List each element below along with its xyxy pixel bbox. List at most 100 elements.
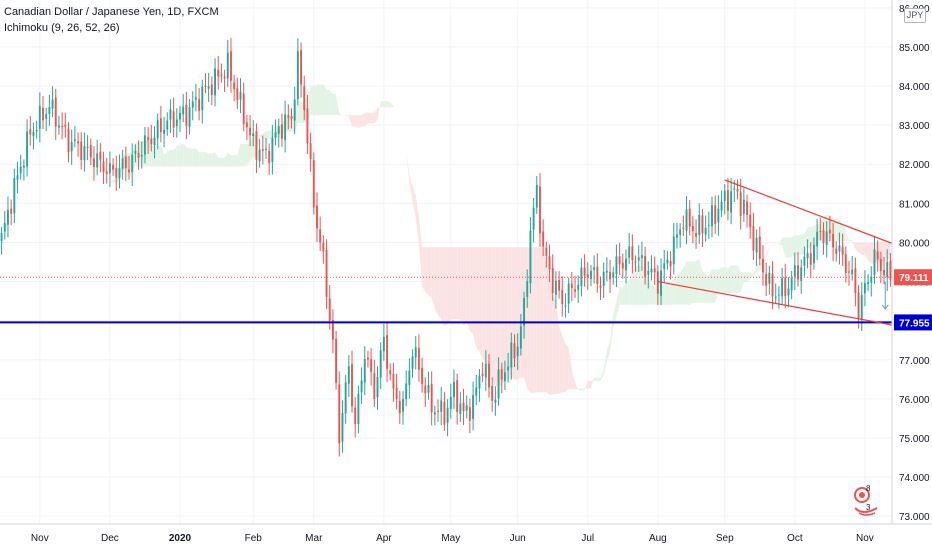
candle-body bbox=[370, 359, 373, 372]
price-axis[interactable]: 73.00074.00075.00076.00077.00078.00079.0… bbox=[891, 0, 932, 550]
candle-body bbox=[726, 190, 729, 211]
candle-body bbox=[822, 230, 825, 244]
candle-body bbox=[656, 271, 659, 294]
cloud-segment bbox=[460, 247, 464, 326]
candle-body bbox=[96, 153, 99, 168]
cloud-segment bbox=[810, 225, 814, 248]
cloud-segment bbox=[438, 247, 442, 320]
candle-body bbox=[841, 246, 844, 255]
candle-body bbox=[430, 383, 433, 413]
y-tick-label: 85.000 bbox=[899, 43, 930, 54]
cloud-segment bbox=[402, 146, 407, 152]
cloud-segment bbox=[578, 388, 582, 391]
cloud-segment bbox=[737, 265, 741, 293]
time-axis[interactable]: Nov Dec 2020 Feb Mar Apr May Jun Jul Aug Sep Oct Nov bbox=[0, 523, 932, 550]
cloud-segment bbox=[571, 370, 576, 390]
cloud-segment bbox=[208, 153, 212, 167]
cloud-segment bbox=[211, 152, 216, 167]
candle-body bbox=[204, 85, 207, 87]
candle-body bbox=[271, 137, 274, 162]
wedge-upper-trendline[interactable] bbox=[724, 179, 901, 247]
cloud-segment bbox=[399, 139, 403, 147]
grid-lines bbox=[0, 0, 892, 524]
candle-body bbox=[816, 231, 819, 247]
candle-body bbox=[516, 346, 519, 357]
cloud-segment bbox=[785, 237, 789, 258]
cloud-segment bbox=[160, 146, 165, 167]
cloud-segment bbox=[769, 244, 773, 246]
cloud-segment bbox=[801, 233, 805, 256]
cloud-segment bbox=[489, 247, 493, 379]
candle-body bbox=[634, 261, 637, 263]
candle-body bbox=[440, 400, 443, 412]
cloud-segment bbox=[476, 247, 480, 352]
x-tick-label: Apr bbox=[376, 533, 392, 544]
candle-body bbox=[156, 120, 159, 139]
cloud-segment bbox=[205, 152, 209, 167]
cloud-segment bbox=[380, 101, 384, 108]
ideas-badge-icon[interactable] bbox=[851, 484, 885, 518]
cloud-segment bbox=[705, 274, 709, 303]
y-tick-label: 81.000 bbox=[899, 199, 930, 210]
candle-body bbox=[373, 373, 376, 400]
cloud-segment bbox=[237, 143, 241, 167]
cloud-segment bbox=[708, 269, 713, 303]
candle-body bbox=[688, 208, 691, 227]
cloud-segment bbox=[269, 130, 273, 139]
candle-body bbox=[172, 111, 175, 128]
cloud-segment bbox=[240, 143, 244, 167]
candle-body bbox=[57, 125, 60, 128]
candle-body bbox=[749, 214, 752, 228]
candle-body bbox=[179, 112, 181, 120]
cloud-segment bbox=[179, 143, 184, 167]
cloud-segment bbox=[418, 216, 423, 287]
cloud-segment bbox=[852, 239, 856, 250]
cloud-segment bbox=[195, 148, 200, 167]
candle-body bbox=[10, 208, 13, 214]
candle-body bbox=[19, 166, 22, 174]
candle-body bbox=[793, 265, 796, 277]
candle-body bbox=[249, 127, 252, 136]
candle-body bbox=[500, 369, 503, 380]
cloud-segment bbox=[230, 155, 235, 167]
cloud-segment bbox=[135, 141, 139, 167]
candle-body bbox=[577, 284, 580, 290]
cloud-segment bbox=[434, 247, 439, 315]
candle-body bbox=[660, 270, 662, 296]
cloud-segment bbox=[756, 264, 760, 272]
candle-body bbox=[529, 230, 532, 284]
candle-body bbox=[730, 191, 733, 213]
candle-body bbox=[252, 133, 255, 137]
cloud-segment bbox=[724, 266, 728, 293]
candle-body bbox=[596, 266, 599, 284]
ichimoku-cloud bbox=[84, 84, 891, 395]
cloud-segment bbox=[731, 265, 735, 293]
cloud-segment bbox=[154, 146, 158, 167]
cloud-segment bbox=[361, 112, 365, 127]
x-tick-label: Jun bbox=[510, 533, 526, 544]
cloud-segment bbox=[868, 242, 872, 264]
candle-body bbox=[29, 129, 32, 135]
candle-body bbox=[233, 82, 236, 90]
candle-body bbox=[93, 158, 95, 168]
x-tick-label: Feb bbox=[245, 533, 263, 544]
candle-body bbox=[433, 412, 436, 415]
candle-body bbox=[851, 269, 854, 275]
candle-body bbox=[797, 265, 799, 280]
cloud-segment bbox=[696, 258, 700, 303]
cloud-segment bbox=[364, 112, 368, 127]
candle-body bbox=[475, 387, 478, 396]
wedge-lower-trendline[interactable] bbox=[657, 280, 901, 328]
cloud-segment bbox=[457, 247, 461, 320]
cloud-segment bbox=[495, 247, 499, 388]
cloud-segment bbox=[689, 261, 693, 305]
candle-body bbox=[685, 209, 688, 231]
candlestick-series bbox=[0, 38, 892, 457]
candle-body bbox=[112, 164, 115, 170]
candle-body bbox=[188, 107, 191, 127]
cloud-segment bbox=[740, 272, 744, 293]
indicator-legend[interactable]: Ichimoku (9, 26, 52, 26) bbox=[4, 22, 120, 34]
candle-body bbox=[672, 236, 675, 265]
